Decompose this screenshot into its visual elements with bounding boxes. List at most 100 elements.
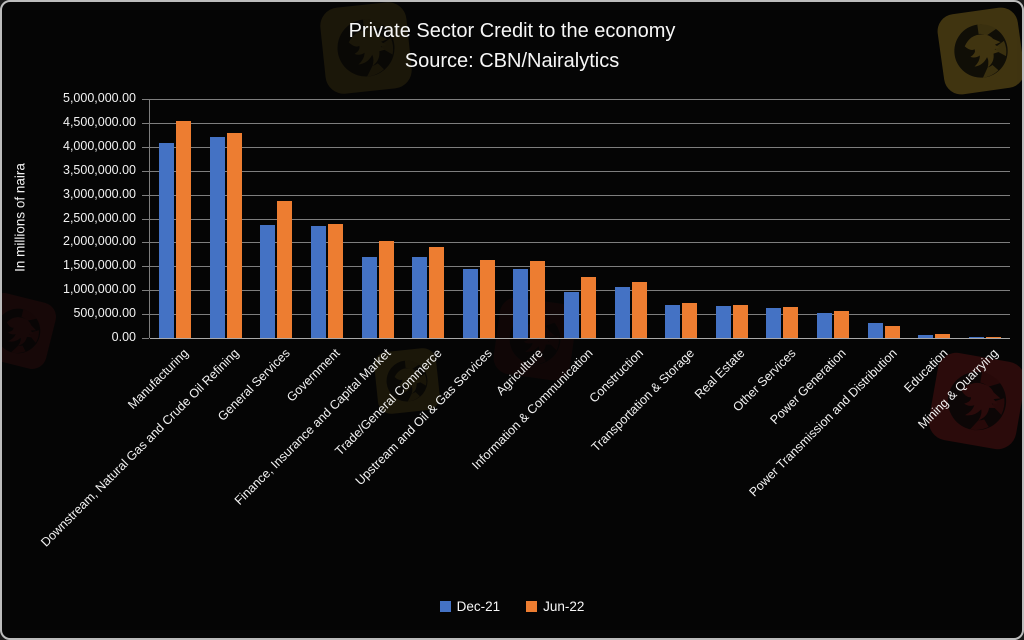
bar-jun-22 bbox=[935, 333, 951, 338]
bar-jun-22 bbox=[833, 310, 849, 338]
bar-group bbox=[757, 99, 808, 338]
y-axis-tick-label: 1,000,000.00 bbox=[63, 282, 136, 297]
y-axis-tick-label: 1,500,000.00 bbox=[63, 258, 136, 273]
legend-label: Jun-22 bbox=[543, 599, 585, 614]
bar-group bbox=[959, 99, 1010, 338]
bar-group bbox=[909, 99, 960, 338]
bar-jun-22 bbox=[176, 121, 192, 338]
bar-jun-22 bbox=[783, 306, 799, 338]
bar-dec-21 bbox=[715, 306, 731, 338]
gridline bbox=[150, 266, 1010, 268]
eagle-logo-watermark bbox=[315, 2, 416, 99]
gridline bbox=[150, 338, 1010, 339]
y-axis-tick bbox=[142, 338, 149, 339]
y-axis-tick-label: 2,000,000.00 bbox=[63, 234, 136, 249]
y-axis-tick bbox=[142, 218, 149, 220]
bar-dec-21 bbox=[159, 142, 175, 338]
bar-group bbox=[454, 99, 505, 338]
gridline bbox=[150, 122, 1010, 124]
bar-jun-22 bbox=[884, 326, 900, 338]
bar-jun-22 bbox=[378, 240, 394, 338]
y-axis-tick-label: 4,500,000.00 bbox=[63, 114, 136, 129]
legend-swatch-icon bbox=[526, 601, 538, 612]
bar-group bbox=[858, 99, 909, 338]
bar-group bbox=[555, 99, 606, 338]
bar-dec-21 bbox=[968, 337, 984, 338]
bar-jun-22 bbox=[631, 282, 647, 338]
y-axis-tick-label: 3,000,000.00 bbox=[63, 186, 136, 201]
bar-dec-21 bbox=[816, 312, 832, 338]
bar-dec-21 bbox=[361, 257, 377, 338]
y-axis-tick-label: 2,500,000.00 bbox=[63, 210, 136, 225]
bar-dec-21 bbox=[766, 307, 782, 338]
y-axis-title: In millions of naira bbox=[12, 163, 28, 272]
gridline bbox=[150, 99, 1010, 100]
gridline bbox=[150, 242, 1010, 244]
bar-jun-22 bbox=[479, 259, 495, 338]
x-axis-label: Downstream, Natural Gas and Crude Oil Re… bbox=[38, 346, 242, 550]
bar-group bbox=[150, 99, 201, 338]
bar-group bbox=[302, 99, 353, 338]
chart-title: Private Sector Credit to the economy bbox=[348, 20, 676, 42]
eagle-logo-watermark bbox=[2, 287, 62, 374]
eagle-logo-watermark bbox=[371, 345, 444, 418]
bar-dec-21 bbox=[665, 305, 681, 338]
bar-dec-21 bbox=[462, 268, 478, 338]
y-axis-tick-label: 500,000.00 bbox=[73, 306, 136, 321]
bar-dec-21 bbox=[563, 292, 579, 338]
legend-item: Jun-22 bbox=[526, 599, 584, 614]
bar-group bbox=[504, 99, 555, 338]
bar-group bbox=[605, 99, 656, 338]
y-axis-tick bbox=[142, 99, 149, 100]
bar-group bbox=[706, 99, 757, 338]
y-axis-tick bbox=[142, 146, 149, 148]
bar-jun-22 bbox=[226, 132, 242, 338]
eagle-logo-watermark bbox=[932, 2, 1022, 99]
bar-jun-22 bbox=[682, 303, 698, 338]
legend-swatch-icon bbox=[439, 601, 451, 612]
bar-dec-21 bbox=[311, 225, 327, 338]
x-axis-label: Transportation & Storage bbox=[588, 346, 698, 455]
bar-jun-22 bbox=[277, 200, 293, 338]
bar-dec-21 bbox=[867, 322, 883, 338]
chart-legend: Dec-21 Jun-22 bbox=[2, 599, 1022, 614]
bar-jun-22 bbox=[580, 276, 596, 338]
y-axis-tick bbox=[142, 194, 149, 196]
y-axis-tick bbox=[142, 170, 149, 172]
plot-area bbox=[149, 99, 1010, 339]
y-axis-tick bbox=[142, 242, 149, 244]
gridline bbox=[150, 218, 1010, 220]
y-axis-tick-label: 5,000,000.00 bbox=[63, 91, 136, 105]
bar-jun-22 bbox=[328, 223, 344, 338]
x-axis-label: Real Estate bbox=[692, 346, 748, 402]
gridline bbox=[150, 290, 1010, 292]
eagle-logo-watermark bbox=[923, 347, 1022, 456]
y-axis-line bbox=[149, 99, 150, 338]
bar-jun-22 bbox=[985, 337, 1001, 338]
y-axis-tick-label: 3,500,000.00 bbox=[63, 162, 136, 177]
y-axis-tick bbox=[142, 290, 149, 292]
gridline bbox=[150, 146, 1010, 148]
gridline bbox=[150, 314, 1010, 316]
bar-dec-21 bbox=[209, 136, 225, 338]
bar-group bbox=[403, 99, 454, 338]
bar-dec-21 bbox=[513, 269, 529, 338]
bar-group bbox=[656, 99, 707, 338]
bar-group bbox=[808, 99, 859, 338]
bar-dec-21 bbox=[918, 334, 934, 338]
bar-group bbox=[352, 99, 403, 338]
gridline bbox=[150, 170, 1010, 172]
y-axis-tick-label: 0.00 bbox=[111, 330, 136, 344]
legend-item: Dec-21 bbox=[439, 599, 500, 614]
gridline bbox=[150, 194, 1010, 196]
bar-jun-22 bbox=[429, 247, 445, 338]
bar-dec-21 bbox=[614, 287, 630, 338]
chart-subtitle: Source: CBN/Nairalytics bbox=[404, 50, 620, 72]
y-axis-tick bbox=[142, 266, 149, 268]
y-axis-tick-label: 4,000,000.00 bbox=[63, 138, 136, 153]
bar-jun-22 bbox=[732, 305, 748, 338]
y-axis-tick bbox=[142, 122, 149, 124]
bar-dec-21 bbox=[260, 224, 276, 338]
chart-title-block: Private Sector Credit to the economy Sou… bbox=[2, 16, 1022, 76]
